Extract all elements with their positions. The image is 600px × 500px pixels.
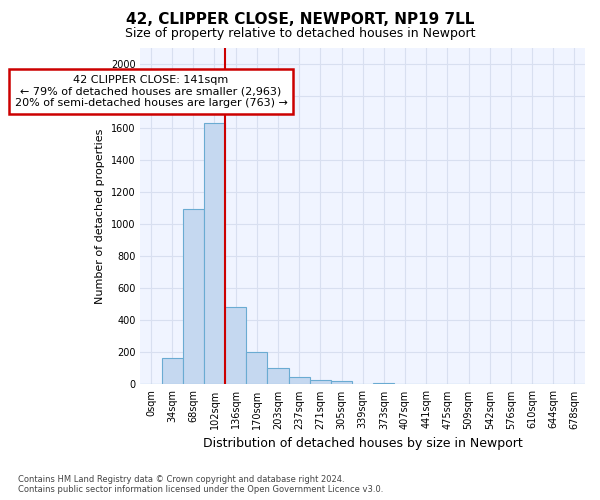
Text: Size of property relative to detached houses in Newport: Size of property relative to detached ho… [125, 28, 475, 40]
Bar [161, 358, 183, 384]
Bar [331, 381, 352, 384]
Bar [289, 378, 310, 384]
Bar [246, 352, 268, 384]
Text: Contains public sector information licensed under the Open Government Licence v3: Contains public sector information licen… [18, 485, 383, 494]
Bar [310, 380, 331, 384]
Text: 42, CLIPPER CLOSE, NEWPORT, NP19 7LL: 42, CLIPPER CLOSE, NEWPORT, NP19 7LL [126, 12, 474, 28]
Bar [268, 368, 289, 384]
Bar [183, 209, 204, 384]
Text: 42 CLIPPER CLOSE: 141sqm
← 79% of detached houses are smaller (2,963)
20% of sem: 42 CLIPPER CLOSE: 141sqm ← 79% of detach… [14, 75, 287, 108]
Y-axis label: Number of detached properties: Number of detached properties [95, 128, 106, 304]
X-axis label: Distribution of detached houses by size in Newport: Distribution of detached houses by size … [203, 437, 523, 450]
Text: Contains HM Land Registry data © Crown copyright and database right 2024.: Contains HM Land Registry data © Crown c… [18, 475, 344, 484]
Bar [373, 383, 394, 384]
Bar [225, 308, 246, 384]
Bar [204, 123, 225, 384]
